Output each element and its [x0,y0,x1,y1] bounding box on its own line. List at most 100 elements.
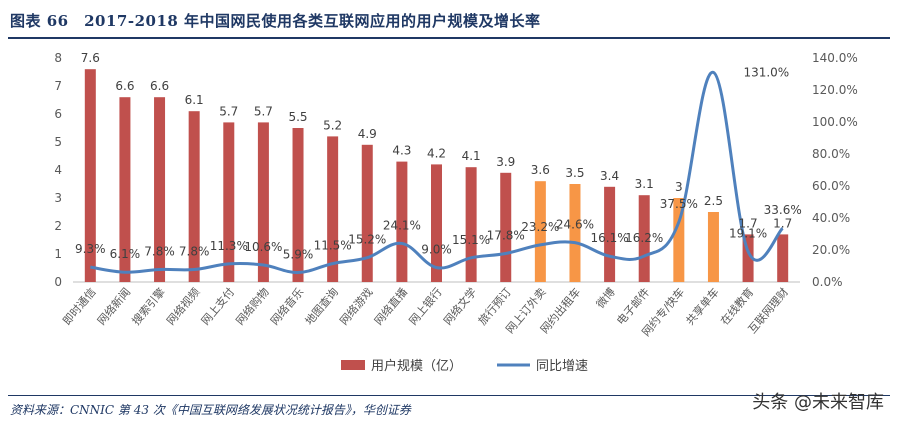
bar [465,167,477,282]
x-tick-label: 网上支付 [199,286,237,328]
line-value-label: 23.2% [521,220,559,234]
bar [604,186,616,282]
bar [84,69,96,282]
bar-series [84,69,789,283]
bar-value-label: 3.6 [531,163,550,177]
source-divider [8,395,890,396]
x-tick-label: 网络游戏 [337,285,376,328]
bar-value-label: 4.2 [427,146,446,160]
bar-value-label: 6.1 [185,93,204,107]
line-value-label: 37.5% [660,197,698,211]
bar [431,164,442,282]
legend-bar-label: 用户规模（亿） [371,358,462,374]
line-value-label: 9.0% [421,243,452,257]
bar-value-label: 7.6 [81,51,100,65]
y-right-tick-label: 140.0% [812,51,858,65]
y-left-tick-label: 6 [54,107,62,121]
bar-value-label: 5.5 [288,110,307,124]
bar [154,97,166,282]
line-value-label: 7.8% [144,245,175,259]
bar [638,195,650,282]
bar [361,144,373,282]
bar [257,122,269,283]
x-tick-label: 网络直播 [371,285,410,328]
line-value-label: 24.6% [556,218,594,232]
x-tick-label: 搜索引擎 [129,285,168,328]
y-left-tick-label: 8 [54,51,62,65]
bar-value-label: 5.7 [254,104,273,118]
bar [534,181,546,282]
bar [223,122,235,283]
line-value-label: 24.1% [383,218,421,232]
line-value-label: 15.1% [452,233,490,247]
line-value-label: 7.8% [179,245,210,259]
bar [188,111,200,282]
bar-value-label: 3.4 [600,169,619,183]
y-right-tick-label: 120.0% [812,83,858,97]
title-divider [8,37,890,39]
bar-value-label: 5.7 [219,104,238,118]
y-right-tick-label: 60.0% [812,179,850,193]
x-tick-label: 网络视频 [163,285,202,328]
source-note: 资料来源：CNNIC 第 43 次《中国互联网络发展状况统计报告》，华创证券 [10,403,411,417]
legend-line-label: 同比增速 [536,359,588,374]
line-value-label: 16.2% [625,231,663,245]
bar-value-label: 4.3 [392,144,411,158]
line-series [90,70,784,275]
bar-value-label: 4.1 [462,149,481,163]
bar-value-label: 5.2 [323,118,342,132]
y-right-tick-label: 0.0% [812,275,843,289]
bar [327,136,339,282]
watermark: 头条 @未来智库 [752,392,884,413]
x-tick-label: 网络音乐 [267,285,306,328]
bar-value-label: 1.7 [739,216,758,230]
x-tick-label: 地图查询 [302,285,341,328]
x-tick-label: 即时通信 [60,286,98,328]
bar-value-label: 3.5 [565,166,584,180]
bar [500,172,512,282]
line-value-label: 16.1% [591,231,629,245]
line-value-label: 5.9% [283,248,314,262]
bar [396,161,408,282]
y-left-tick-label: 0 [54,275,62,289]
bar-value-label: 6.6 [115,79,134,93]
y-right-tick-label: 20.0% [812,243,850,257]
line-value-label: 11.3% [210,239,248,253]
bar-value-label: 6.6 [150,79,169,93]
x-tick-label: 网上银行 [406,285,445,328]
x-tick-label: 网络新闻 [94,285,133,328]
y-left-tick-label: 7 [54,79,62,93]
x-tick-label: 网络文学 [440,285,479,328]
bar [742,234,754,282]
line-value-label: 33.6% [764,203,802,217]
bar-value-label: 3 [675,180,683,194]
line-value-label: 9.3% [75,242,106,256]
data-labels: 7.6 6.6 6.6 6.1 5.7 5.7 5.5 5.2 4.9 4.3 4.2 4.1 3.9 3… [75,51,802,261]
bar-value-label: 3.1 [635,177,654,191]
bar [707,212,719,282]
line-value-label: 10.6% [244,240,282,254]
x-tick-label: 微博 [593,285,618,311]
chart-title: 图表 66 2017-2018 年中国网民使用各类互联网应用的用户规模及增长率 [10,12,541,30]
line-value-label: 131.0% [743,65,789,79]
y-right-tick-label: 80.0% [812,147,850,161]
bar [777,234,789,282]
bar [119,97,131,282]
y-right-tick-label: 40.0% [812,211,850,225]
line-value-label: 6.1% [110,247,141,261]
y-left-tick-label: 1 [54,247,62,261]
y-left-tick-label: 2 [54,219,62,233]
line-value-label: 17.8% [487,229,525,243]
bar-value-label: 4.9 [358,127,377,141]
line-value-label: 15.2% [348,233,386,247]
line-value-label: 11.5% [314,239,352,253]
y-left-tick-label: 5 [54,135,62,149]
growth-line [90,70,784,275]
x-tick-label: 网络购物 [233,285,272,328]
bar-value-label: 3.9 [496,155,515,169]
y-right-tick-label: 100.0% [812,115,858,129]
bar [292,128,304,282]
bar-value-label: 1.7 [773,216,792,230]
legend: 用户规模（亿） 同比增速 [341,358,588,374]
